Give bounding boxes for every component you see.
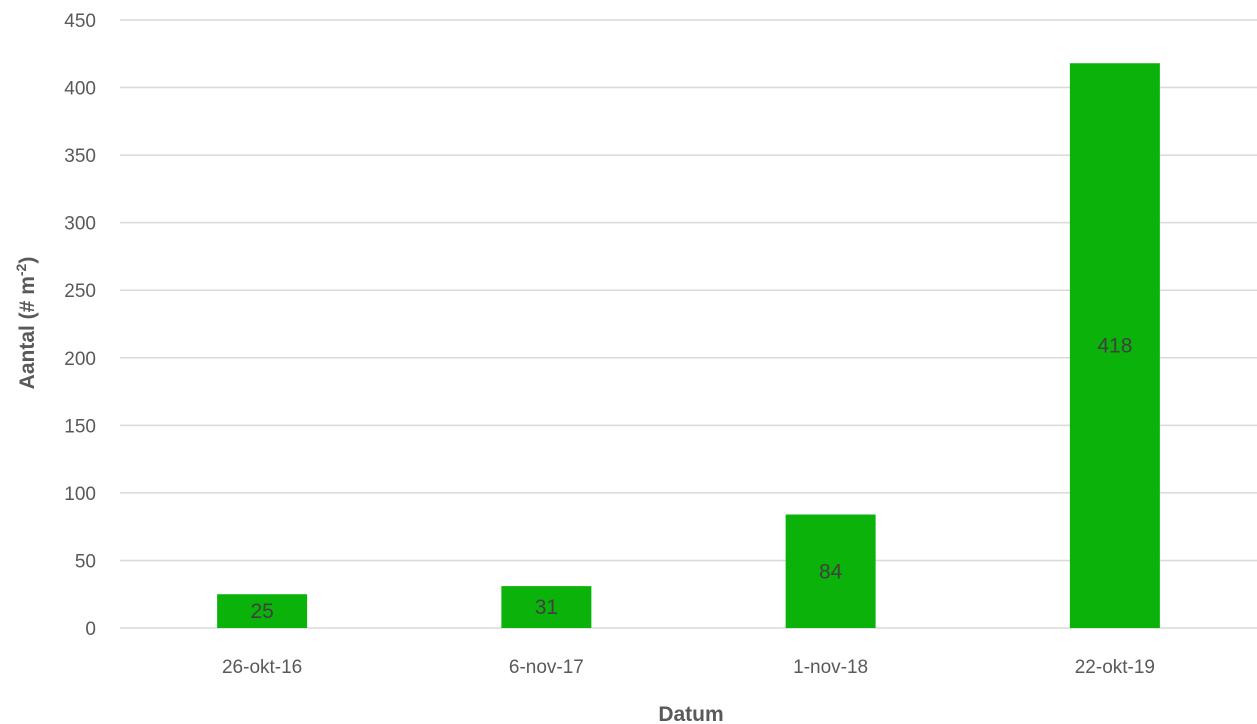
- data-label: 84: [819, 560, 843, 583]
- x-tick-label: 26-okt-16: [222, 657, 302, 678]
- data-label: 31: [535, 596, 558, 619]
- y-tick-labels: 0 50 100 150 200 250 300 350 400 450: [64, 11, 96, 640]
- x-tick-label: 22-okt-19: [1075, 657, 1155, 678]
- bar: [501, 586, 592, 628]
- x-tick-label: 6-nov-17: [509, 657, 584, 678]
- bar: [785, 514, 876, 628]
- bar: [1069, 63, 1160, 629]
- gridlines: [120, 19, 1257, 629]
- y-axis-title: Aantal (# m-2): [13, 257, 39, 390]
- y-tick-label: 300: [64, 214, 96, 235]
- y-axis-title-close: ): [16, 257, 39, 264]
- y-tick-label: 0: [85, 619, 96, 640]
- data-label: 25: [250, 600, 273, 623]
- y-tick-label: 50: [75, 551, 96, 572]
- x-tick-label: 1-nov-18: [793, 657, 868, 678]
- x-axis-title: Datum: [658, 703, 723, 724]
- data-labels: 25 31 84 418: [250, 335, 1132, 623]
- y-tick-label: 450: [64, 11, 96, 32]
- bar: [217, 594, 308, 628]
- y-axis-title-main: Aantal (# m: [16, 276, 39, 389]
- x-tick-labels: 26-okt-16 6-nov-17 1-nov-18 22-okt-19: [222, 657, 1155, 678]
- y-tick-label: 200: [64, 349, 96, 370]
- y-tick-label: 100: [64, 484, 96, 505]
- y-tick-label: 150: [64, 416, 96, 437]
- y-tick-label: 250: [64, 281, 96, 302]
- bars: [217, 63, 1160, 629]
- data-label: 418: [1097, 335, 1132, 358]
- y-axis-title-superscript: -2: [13, 263, 29, 276]
- y-tick-label: 400: [64, 79, 96, 100]
- y-tick-label: 350: [64, 146, 96, 167]
